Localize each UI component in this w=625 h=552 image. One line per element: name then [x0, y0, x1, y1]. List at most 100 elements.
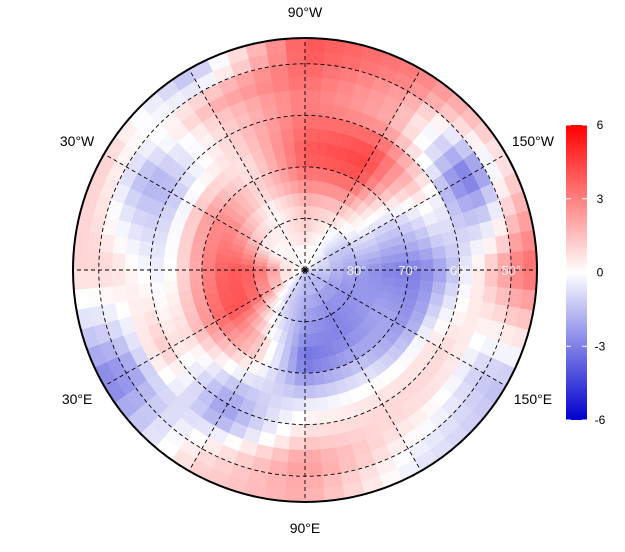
map-boundary	[72, 37, 538, 503]
heatmap-cell	[304, 153, 316, 168]
heatmap-cell	[137, 283, 154, 300]
heatmap-cell	[535, 269, 537, 292]
heatmap-cell	[456, 283, 473, 300]
heatmap-cell	[284, 38, 306, 53]
colorbar-tick-label: 0	[597, 266, 604, 280]
heatmap-cell	[315, 128, 330, 144]
heatmap-cell	[150, 269, 165, 284]
heatmap-cell	[111, 269, 126, 288]
heatmap-cell	[304, 115, 319, 130]
heatmap-cell	[304, 449, 323, 464]
heatmap-cell	[124, 238, 141, 256]
heatmap-cell	[137, 269, 152, 285]
heatmap-cell	[300, 308, 306, 322]
heatmap-cell	[240, 264, 254, 271]
heatmap-cell	[295, 359, 306, 374]
meridian-line	[188, 68, 306, 271]
heatmap-cell	[418, 279, 434, 293]
heatmap-cell	[150, 282, 166, 298]
heatmap-cell	[287, 76, 306, 91]
heatmap-cell	[304, 436, 322, 451]
heatmap-cell	[85, 269, 100, 290]
heatmap-cell	[304, 166, 315, 181]
meridian-line	[304, 269, 507, 387]
heatmap-cell	[482, 285, 498, 304]
heatmap-cell	[85, 250, 100, 271]
heatmap-cell	[304, 76, 323, 91]
colorbar-tick-label: -3	[595, 339, 606, 353]
heatmap-cell	[287, 449, 306, 464]
meridian-line	[103, 153, 306, 271]
heatmap-cell	[188, 269, 203, 281]
heatmap-cell	[290, 423, 306, 438]
heatmap-cell	[304, 475, 325, 490]
heatmap-cell	[304, 205, 311, 219]
meridian-line	[304, 68, 422, 271]
heatmap-cell	[291, 410, 306, 425]
heatmap-cell	[284, 371, 297, 386]
heatmap-cell	[286, 462, 306, 477]
lon-label: 30°W	[60, 133, 95, 149]
heatmap-cell	[292, 398, 306, 413]
meridian-line	[188, 269, 306, 472]
heatmap-cell	[277, 409, 293, 425]
heatmap-cell	[124, 269, 139, 287]
heatmap-cell	[319, 89, 337, 106]
heatmap-cell	[471, 253, 486, 271]
heatmap-cell	[304, 50, 325, 65]
heatmap-cell	[283, 500, 306, 502]
heatmap-cell	[283, 38, 306, 40]
heatmap-cell	[304, 423, 320, 438]
heatmap-cell	[304, 487, 326, 502]
heatmap-cell	[297, 333, 306, 348]
lat-label: 60°	[450, 263, 470, 278]
heatmap-cell	[112, 236, 128, 255]
heatmap-cell	[292, 127, 306, 142]
heatmap-cell	[271, 77, 290, 93]
heatmap-cell	[189, 249, 204, 262]
heatmap-cell	[124, 253, 139, 271]
heatmap-cell	[535, 248, 537, 271]
heatmap-cell	[304, 462, 324, 477]
heatmap-cell	[293, 385, 306, 400]
heatmap-cell	[137, 240, 154, 257]
heatmap-cell	[313, 154, 326, 169]
heatmap-cell	[175, 269, 190, 282]
heatmap-cell	[304, 38, 327, 40]
lon-label: 150°W	[512, 133, 555, 149]
lat-labels: 80° 70° 60° 50°	[347, 263, 521, 278]
heatmap-cell	[320, 77, 339, 93]
heatmap-cell	[284, 487, 306, 502]
heatmap-cell	[444, 282, 460, 298]
heatmap-cell	[304, 218, 310, 232]
heatmap-cell	[112, 285, 128, 304]
heatmap-cell	[73, 269, 75, 292]
heatmap-cell	[295, 166, 306, 181]
heatmap-cell	[282, 383, 296, 399]
heatmap-cell	[319, 434, 337, 451]
lon-label: 90°W	[288, 4, 323, 20]
lat-label: 50°	[501, 263, 521, 278]
heatmap-cell	[304, 38, 326, 53]
heatmap-cell	[484, 269, 499, 288]
heatmap-cell	[304, 179, 314, 194]
heatmap-cell	[273, 434, 291, 451]
heatmap-cell	[227, 262, 242, 271]
heatmap-cell	[304, 127, 318, 142]
meridian-line	[304, 153, 507, 271]
heatmap-cell	[304, 500, 327, 502]
heatmap-cell	[176, 247, 192, 261]
heatmap-cell	[456, 240, 473, 257]
heatmap-cell	[73, 269, 88, 291]
heatmap-cell	[318, 421, 335, 438]
heatmap-cell	[98, 269, 113, 289]
heatmap-cell	[73, 249, 88, 271]
heatmap-cell	[273, 89, 291, 106]
heatmap-cell	[304, 372, 316, 387]
heatmap-cell	[98, 251, 113, 271]
heatmap-cell	[150, 242, 166, 258]
colorbar: 6 3 0 -3 -6	[566, 118, 606, 427]
heatmap-cell	[304, 89, 322, 104]
heatmap-cell	[201, 269, 216, 280]
heatmap-cell	[214, 261, 229, 271]
